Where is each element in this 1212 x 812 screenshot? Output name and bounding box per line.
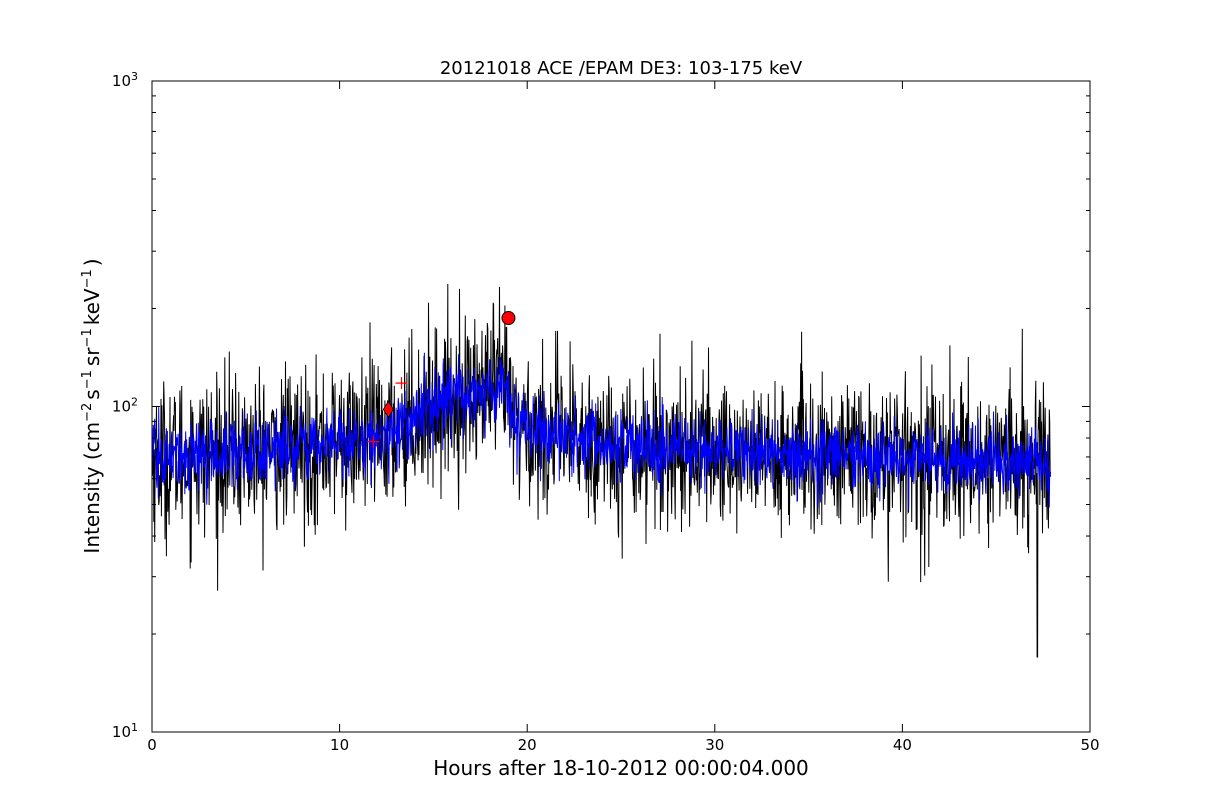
x-tick-labels: 0 10 20 30 40 50 xyxy=(147,736,1099,754)
y-axis-label-suffix: ) xyxy=(80,258,104,266)
marker-layer xyxy=(367,311,516,448)
series-line-2 xyxy=(151,352,1052,510)
x-tick-label: 20 xyxy=(518,736,537,754)
marker-circle-1 xyxy=(501,311,516,326)
y-tick-label: 102 xyxy=(112,396,138,416)
series-layer xyxy=(151,283,1052,658)
marker-plus-3 xyxy=(367,435,380,448)
y-axis-label-part: keV xyxy=(80,288,104,325)
y-axis-label-sup: −1 xyxy=(80,328,95,347)
y-axis-label-sup: −1 xyxy=(80,370,95,389)
x-tick-label: 50 xyxy=(1080,736,1099,754)
y-axis-label-part: s xyxy=(80,389,104,399)
marker-diamond-2 xyxy=(382,400,394,419)
y-axis-label: Intensity (cm−2s−1sr−1keV−1) xyxy=(80,258,104,553)
x-tick-label: 40 xyxy=(893,736,912,754)
y-axis-label-sup: −1 xyxy=(80,269,95,288)
chart-title: 20121018 ACE /EPAM DE3: 103-175 keV xyxy=(440,58,803,79)
y-axis-label-prefix: Intensity (cm xyxy=(80,422,104,554)
y-tick-labels: 101 102 103 xyxy=(112,70,138,741)
plot-frame xyxy=(151,80,1091,733)
marker-plus-4 xyxy=(395,377,408,390)
x-tick-label: 10 xyxy=(330,736,349,754)
y-tick-label: 101 xyxy=(112,721,138,741)
y-tick-label: 103 xyxy=(112,70,138,90)
y-axis-label-part: sr xyxy=(80,347,104,366)
y-axis-label-sup: −2 xyxy=(80,403,95,422)
x-axis-label: Hours after 18-10-2012 00:00:04.000 xyxy=(433,756,809,780)
x-tick-label: 30 xyxy=(705,736,724,754)
x-tick-label: 0 xyxy=(147,736,157,754)
